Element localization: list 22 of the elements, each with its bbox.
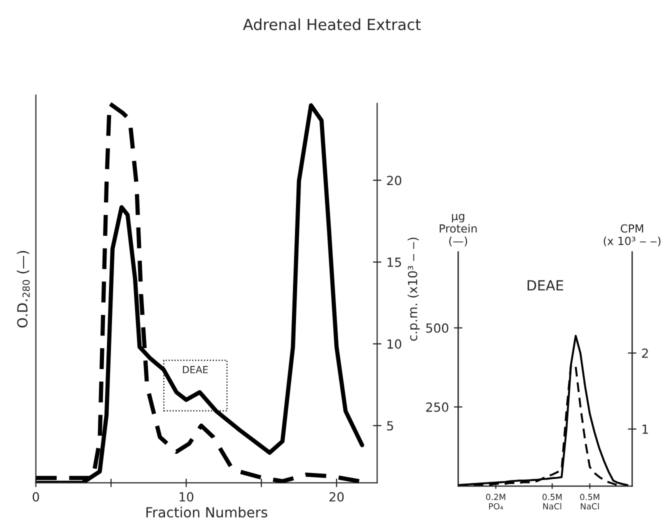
x-tick-label: 0.5M NaCl <box>580 494 600 510</box>
y-axis-title: c.p.m. (x10³ ‒ ‒) <box>408 238 420 341</box>
y-tick-label: 250 <box>426 402 448 412</box>
x-axis-title: Fraction Numbers <box>146 506 268 518</box>
y2-axis-title: CPM (x 10³ ‒ ‒) <box>604 224 660 246</box>
chart-title: Adrenal Heated Extract <box>242 18 421 30</box>
y-tick-label: 10 <box>388 339 402 349</box>
y-tick-label: 20 <box>387 176 402 186</box>
annotation: DEAE <box>182 366 208 374</box>
y2-tick-label: 2 <box>642 348 648 358</box>
x-tick-label: 0 <box>32 492 39 502</box>
x-tick-label: 10 <box>180 492 194 502</box>
x-tick-label: 0.2M PO₄ <box>486 494 506 510</box>
y-axis-title: µg Protein (—) <box>440 214 477 246</box>
x-tick-label: 20 <box>330 492 344 502</box>
y2-tick-label: 1 <box>642 424 648 434</box>
y-tick-label: 15 <box>388 258 401 267</box>
x-tick-label: 0.5M NaCl <box>542 494 562 510</box>
text: DEAE <box>528 280 564 290</box>
y-tick-label: 500 <box>426 323 448 333</box>
y-axis-title: O.D.$_{280}$ (—) <box>16 251 30 328</box>
y-tick-label: 5 <box>387 421 394 431</box>
